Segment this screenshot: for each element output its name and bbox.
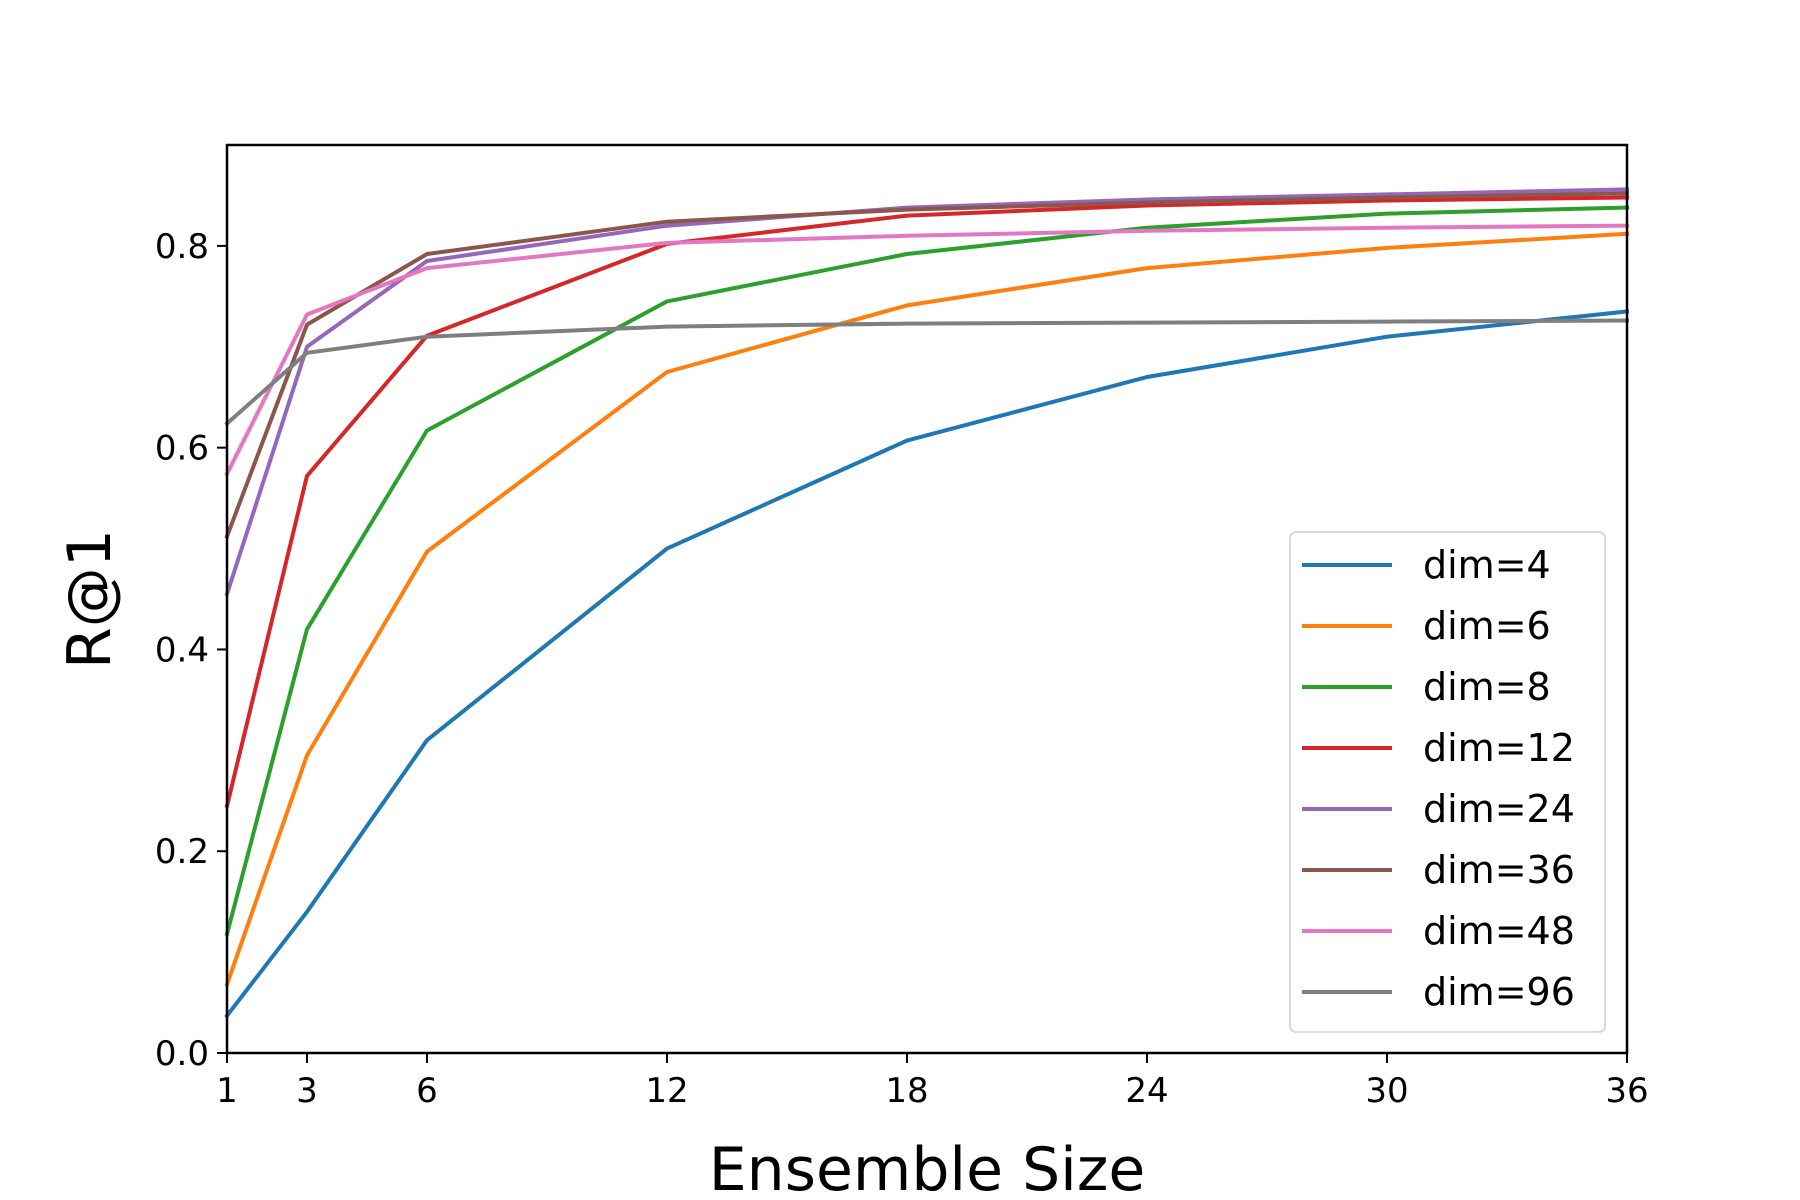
x-tick-label: 12 bbox=[645, 1071, 688, 1111]
series-line-dim-12 bbox=[224, 195, 1630, 809]
y-tick-label: 0.2 bbox=[155, 832, 209, 872]
x-tick-label: 24 bbox=[1125, 1071, 1168, 1111]
legend-label: dim=96 bbox=[1423, 970, 1575, 1014]
y-tick-label: 0.6 bbox=[155, 429, 209, 469]
legend-box bbox=[1289, 531, 1606, 1033]
series-line-dim-8 bbox=[224, 205, 1630, 937]
x-tick-label: 36 bbox=[1605, 1071, 1648, 1111]
series-layer bbox=[224, 187, 1630, 1019]
y-axis-ticks: 0.0 0.2 0.4 0.6 0.8 bbox=[155, 227, 227, 1074]
series-line-dim-48 bbox=[224, 223, 1630, 477]
x-axis-label: Ensemble Size bbox=[709, 1135, 1145, 1200]
legend-label: dim=12 bbox=[1423, 726, 1575, 770]
legend-label: dim=24 bbox=[1423, 787, 1575, 831]
x-tick-label: 6 bbox=[416, 1071, 438, 1111]
series-line-dim-96 bbox=[224, 318, 1630, 427]
y-axis-label: R@1 bbox=[55, 529, 125, 669]
y-tick-label: 0.0 bbox=[155, 1034, 209, 1074]
y-tick-label: 0.8 bbox=[155, 227, 209, 267]
legend: dim=4 dim=6 dim=8 dim=12 dim=24 dim=36 dim=48 d… bbox=[1289, 531, 1606, 1033]
x-axis-ticks: 1 3 6 12 18 24 30 36 bbox=[216, 1053, 1649, 1111]
plot-area-frame bbox=[225, 143, 1629, 1055]
legend-label: dim=6 bbox=[1423, 604, 1551, 648]
x-tick-label: 30 bbox=[1365, 1071, 1408, 1111]
legend-label: dim=8 bbox=[1423, 665, 1551, 709]
legend-label: dim=48 bbox=[1423, 909, 1575, 953]
legend-label: dim=36 bbox=[1423, 848, 1575, 892]
legend-label: dim=4 bbox=[1423, 543, 1551, 587]
series-line-dim-36 bbox=[224, 191, 1630, 539]
x-tick-label: 18 bbox=[885, 1071, 928, 1111]
series-line-dim-4 bbox=[224, 309, 1630, 1019]
x-tick-label: 1 bbox=[216, 1071, 238, 1111]
y-tick-label: 0.4 bbox=[155, 630, 209, 670]
x-tick-label: 3 bbox=[296, 1071, 318, 1111]
series-line-dim-6 bbox=[224, 231, 1630, 987]
